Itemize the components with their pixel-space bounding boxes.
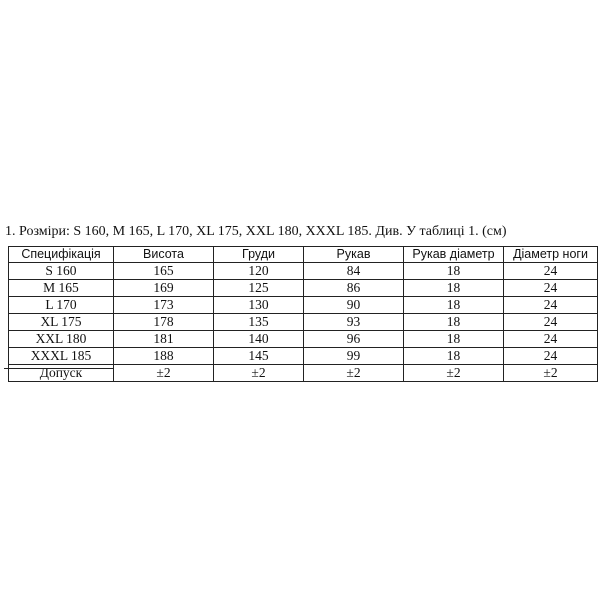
table-cell: 24 (503, 295, 598, 314)
table-cell: 145 (213, 346, 304, 365)
table-cell: 93 (303, 312, 404, 331)
size-table: Специфікація Висота Груди Рукав Рукав діамет… (8, 246, 598, 382)
header-cell: Діаметр ноги (503, 246, 598, 263)
table-cell: 86 (303, 278, 404, 297)
table-cell: 18 (403, 278, 504, 297)
table-cell: 24 (503, 346, 598, 365)
table-cell: 90 (303, 295, 404, 314)
header-cell: Рукав (303, 246, 404, 263)
table-cell: 24 (503, 261, 598, 280)
table-row: M 165 169 125 86 18 24 (8, 278, 598, 297)
table-cell: 178 (113, 312, 214, 331)
table-cell: ±2 (503, 363, 598, 382)
table-cell: 99 (303, 346, 404, 365)
table-cell: 84 (303, 261, 404, 280)
header-cell: Груди (213, 246, 304, 263)
table-cell: M 165 (8, 278, 114, 297)
header-cell: Специфікація (8, 246, 114, 263)
table-cell: S 160 (8, 261, 114, 280)
table-row: L 170 173 130 90 18 24 (8, 295, 598, 314)
table-cell: 188 (113, 346, 214, 365)
table-cell: 18 (403, 261, 504, 280)
table-cell: 18 (403, 295, 504, 314)
table-cell: 130 (213, 295, 304, 314)
table-row: XL 175 178 135 93 18 24 (8, 312, 598, 331)
table-cell: 18 (403, 329, 504, 348)
table-cell: 120 (213, 261, 304, 280)
table-body: S 160 165 120 84 18 24 M 165 169 125 86 18 24 L 170 1… (8, 261, 598, 382)
table-cell: XXXL 185 (8, 346, 114, 365)
table-cell: ±2 (303, 363, 404, 382)
table-cell: XXL 180 (8, 329, 114, 348)
table-cell: 96 (303, 329, 404, 348)
rule (4, 368, 114, 369)
table-row: Допуск ±2 ±2 ±2 ±2 ±2 (8, 363, 598, 382)
table-cell: 173 (113, 295, 214, 314)
table-cell: Допуск (8, 363, 114, 382)
header-row: Специфікація Висота Груди Рукав Рукав діамет… (8, 246, 598, 263)
heading: 1. Розміри: S 160, M 165, L 170, XL 175,… (5, 224, 507, 239)
table-cell: 24 (503, 312, 598, 331)
table-cell: 181 (113, 329, 214, 348)
header-cell: Висота (113, 246, 214, 263)
table-cell: 169 (113, 278, 214, 297)
header-cell: Рукав діаметр (403, 246, 504, 263)
table-row: XXXL 185 188 145 99 18 24 (8, 346, 598, 365)
table-cell: ±2 (113, 363, 214, 382)
table-cell: 24 (503, 329, 598, 348)
table-cell: 18 (403, 346, 504, 365)
table-cell: 135 (213, 312, 304, 331)
table-row: S 160 165 120 84 18 24 (8, 261, 598, 280)
table-row: XXL 180 181 140 96 18 24 (8, 329, 598, 348)
table-cell: ±2 (213, 363, 304, 382)
table-cell: XL 175 (8, 312, 114, 331)
table-cell: 125 (213, 278, 304, 297)
table-cell: 18 (403, 312, 504, 331)
table-cell: 24 (503, 278, 598, 297)
table-cell: L 170 (8, 295, 114, 314)
table-cell: 140 (213, 329, 304, 348)
table-cell: ±2 (403, 363, 504, 382)
table-cell: 165 (113, 261, 214, 280)
